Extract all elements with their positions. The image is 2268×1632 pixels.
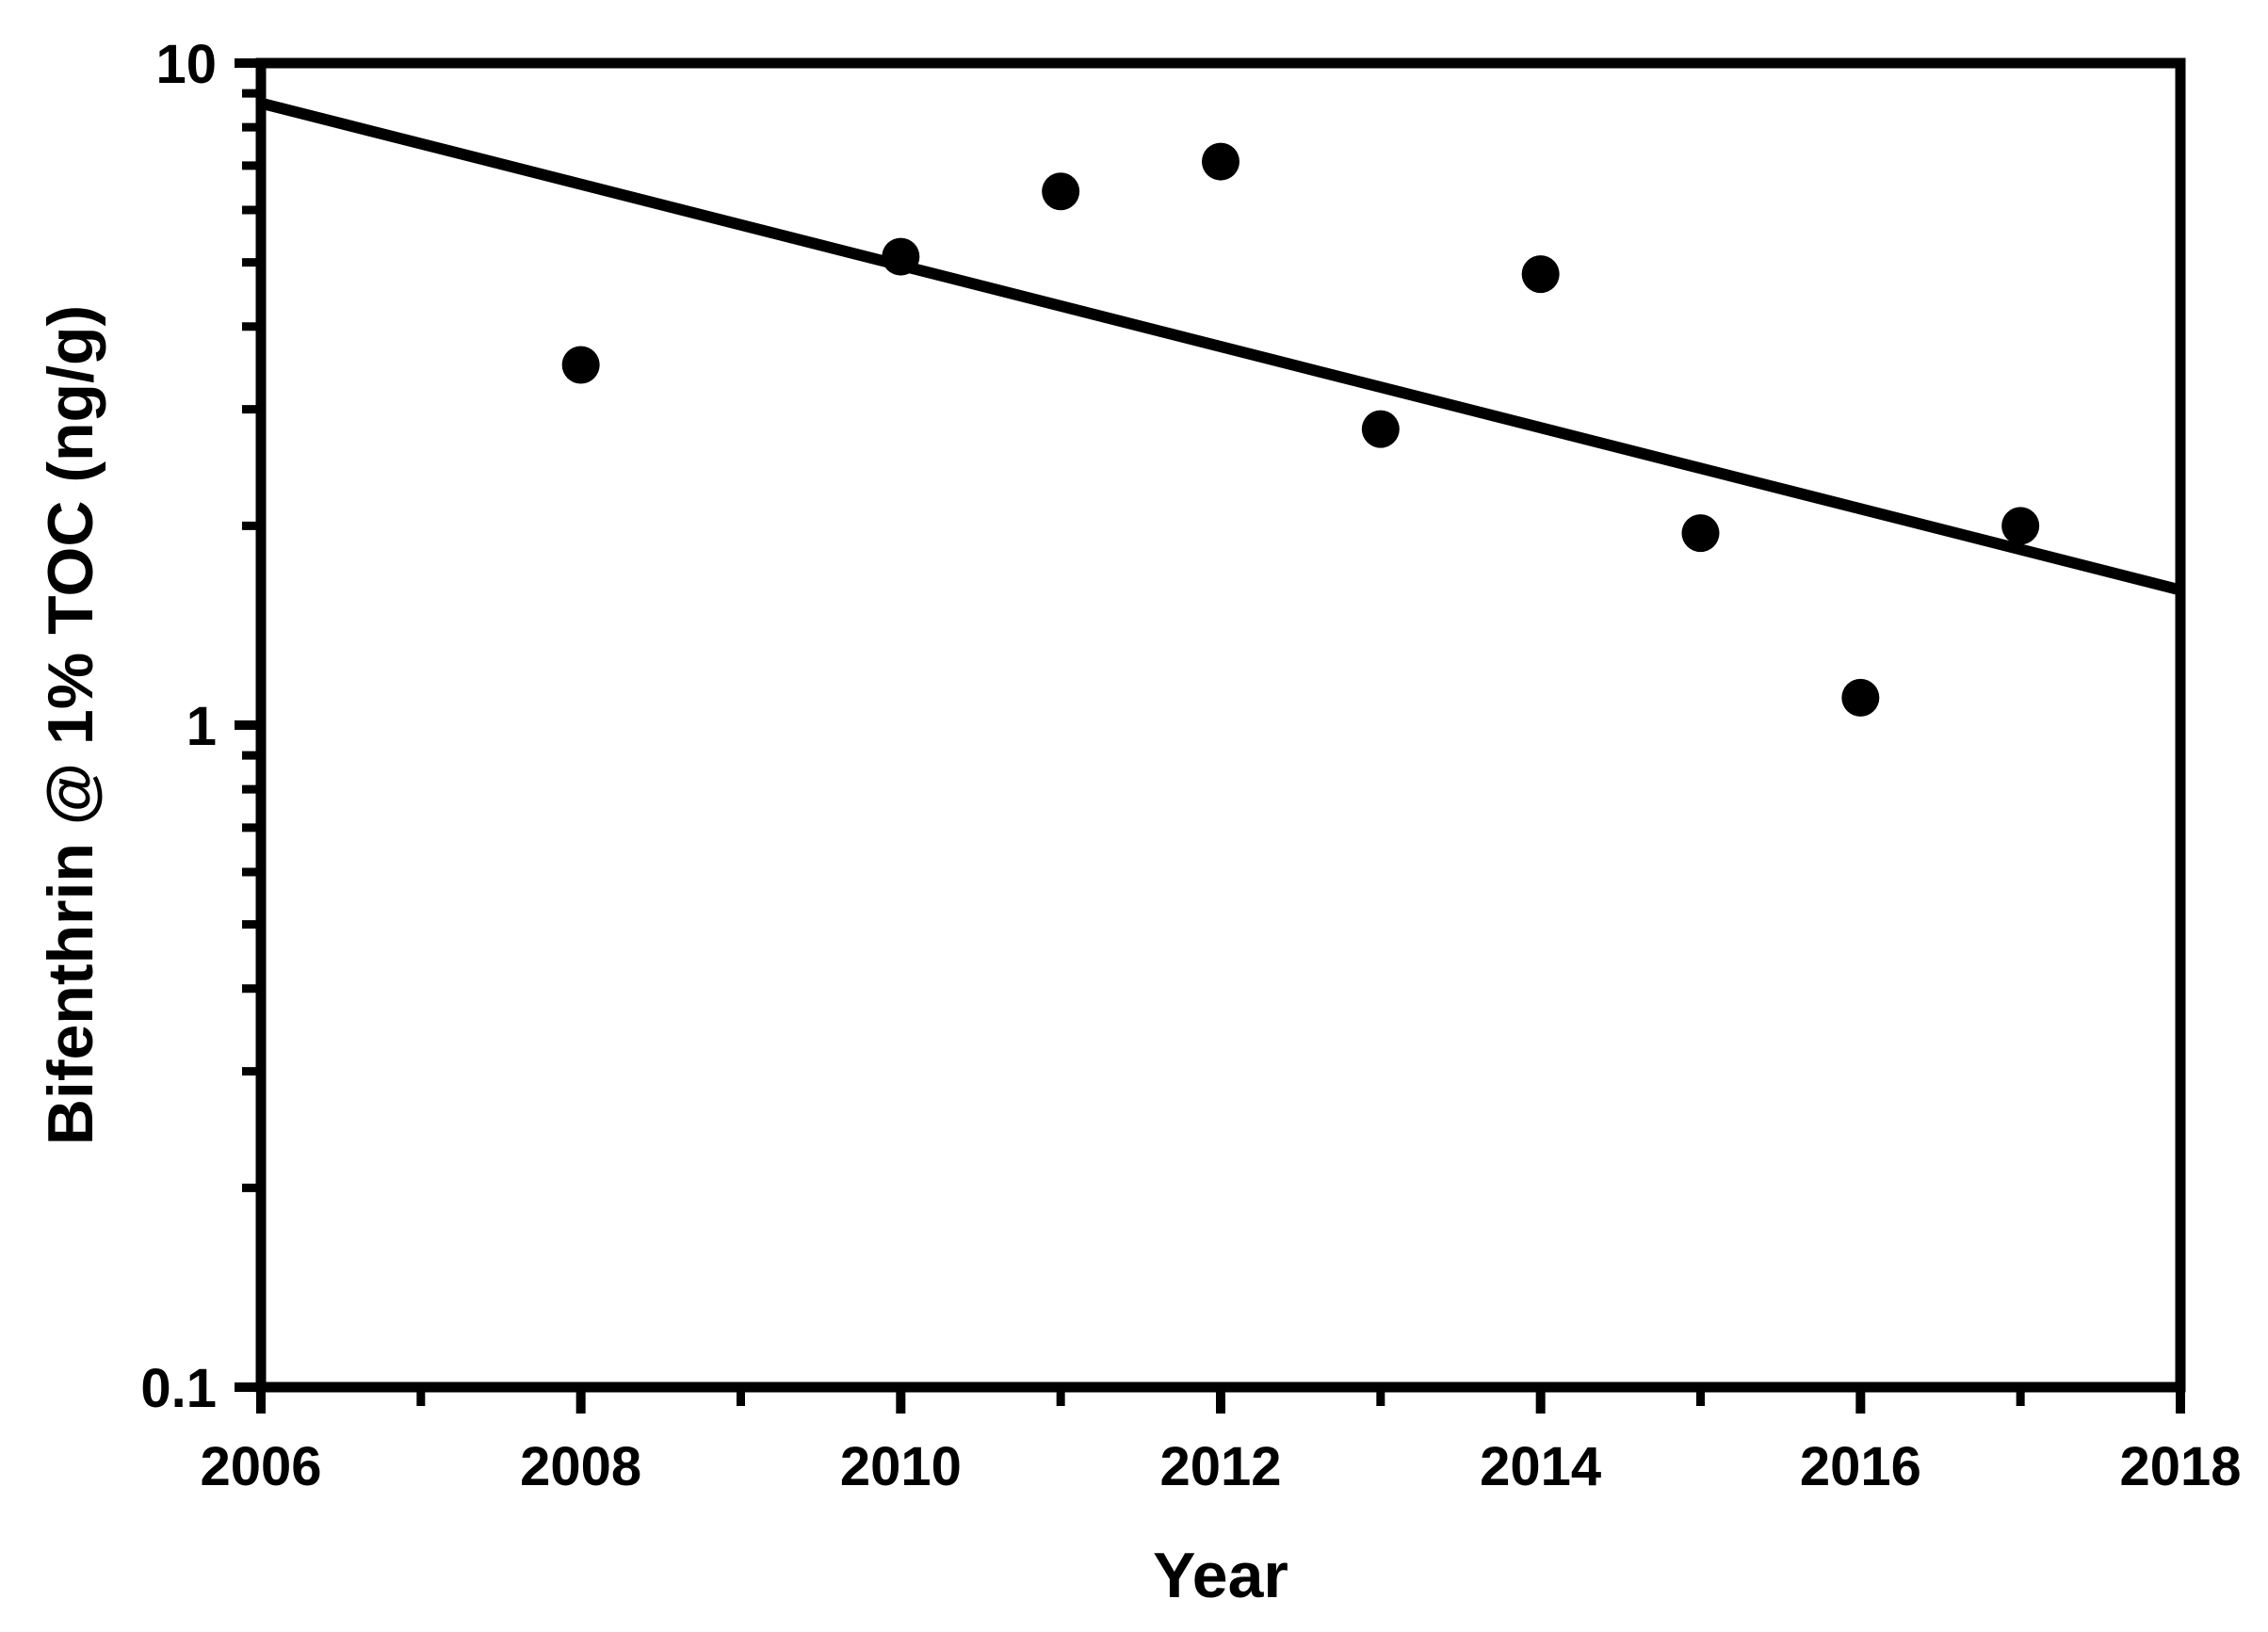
- x-tick-label: 2012: [1159, 1436, 1281, 1497]
- x-tick-label: 2016: [1800, 1436, 1921, 1497]
- x-axis-title: Year: [1153, 1540, 1288, 1611]
- y-tick-label: 10: [155, 34, 217, 95]
- x-tick-label: 2018: [2119, 1436, 2241, 1497]
- regression-line: [259, 97, 2182, 596]
- axis-ticks: [235, 58, 2185, 1414]
- axes-frame: [255, 57, 2186, 1393]
- data-point: [1521, 255, 1560, 294]
- data-point: [1681, 514, 1720, 553]
- data-point: [1361, 410, 1400, 448]
- plot-data: [259, 97, 2182, 717]
- axis-tick-labels: 2006 2008 2010 2012 2014 2016 2018 10 1 0.1: [140, 34, 2241, 1497]
- y-tick-label: 0.1: [140, 1358, 217, 1419]
- data-point: [1841, 678, 1880, 717]
- data-point: [882, 237, 920, 276]
- y-axis-title: Bifenthrin @ 1% TOC (ng/g): [35, 305, 106, 1145]
- x-tick-label: 2008: [520, 1436, 641, 1497]
- data-point: [1202, 142, 1239, 181]
- y-tick-label: 1: [186, 696, 217, 757]
- data-point: [1042, 172, 1080, 211]
- x-tick-label: 2014: [1480, 1436, 1601, 1497]
- x-tick-label: 2006: [200, 1436, 321, 1497]
- data-point: [2001, 507, 2040, 545]
- plot-frame: [255, 57, 2186, 1393]
- x-tick-label: 2010: [840, 1436, 962, 1497]
- data-point: [561, 346, 600, 384]
